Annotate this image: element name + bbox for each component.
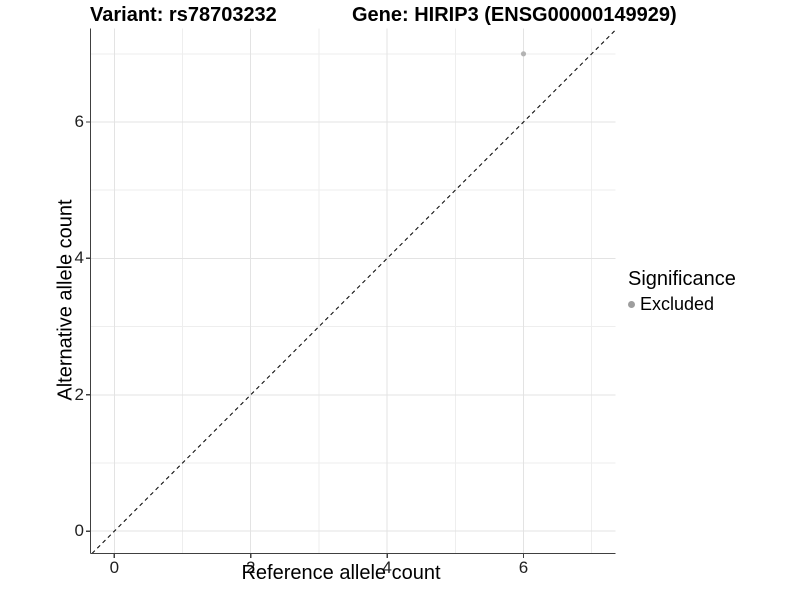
- legend: Significance Excluded: [628, 268, 736, 315]
- y-tick-label: 0: [74, 521, 84, 541]
- legend-item-label: Excluded: [640, 294, 715, 314]
- identity-reference-line: [91, 29, 616, 554]
- legend-key-dot-icon: [628, 301, 635, 308]
- plot-title-gene: Gene: HIRIP3 (ENSG00000149929): [352, 4, 677, 26]
- x-axis-title: Reference allele count: [241, 562, 441, 584]
- x-tick-label: 2: [245, 558, 256, 577]
- x-tick-label: 6: [518, 558, 529, 577]
- legend-item: Excluded: [628, 294, 736, 315]
- data-point: [520, 51, 527, 57]
- plot-title-variant: Variant: rs78703232: [90, 4, 277, 26]
- y-tick-label: 2: [74, 384, 84, 404]
- y-axis-title: Alternative allele count: [54, 199, 77, 401]
- y-tick-label: 4: [74, 248, 84, 268]
- y-tick-label: 6: [74, 112, 84, 131]
- x-tick-label: 4: [382, 558, 392, 577]
- legend-title: Significance: [628, 268, 736, 290]
- x-tick-label: 0: [109, 558, 120, 577]
